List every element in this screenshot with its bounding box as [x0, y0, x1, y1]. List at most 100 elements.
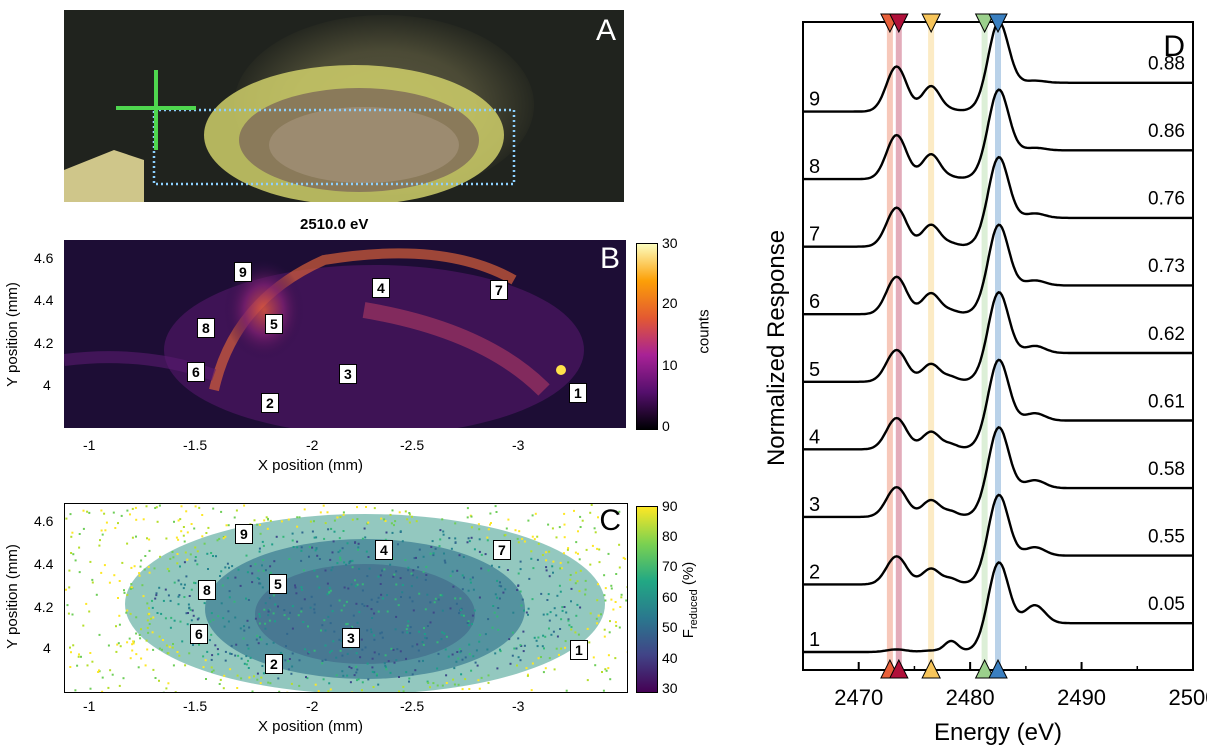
fraction-label: 0.73 [1148, 256, 1185, 277]
panel-c-ytick: 4 [43, 640, 51, 656]
fraction-label: 0.88 [1148, 54, 1185, 75]
series-label: 9 [809, 89, 820, 111]
panel-c-cbar-tick: 80 [662, 528, 678, 544]
panel-b-cbar-tick: 10 [662, 357, 678, 373]
panel-c-cbar-tick: 40 [662, 650, 678, 666]
bottom-marker-triangle [921, 658, 941, 679]
top-marker-triangle [889, 13, 909, 34]
panel-b-xtick: -1.5 [183, 437, 208, 453]
panel-b-title: 2510.0 eV [300, 216, 369, 233]
panel-c-cbar-label: Freduced (%) [680, 561, 701, 639]
marker-3: 3 [342, 628, 360, 648]
panel-c-ylabel: Y position (mm) [3, 544, 21, 649]
series-label: 5 [809, 359, 820, 381]
xanes-spectra-chart: 2470 2480 2490 2500 1 0.05 2 0.55 3 0.58 4 0.61 5 0.… [763, 13, 1207, 746]
spectrum-line-7 [803, 155, 1193, 248]
panel-b-xtick: -2.5 [400, 437, 425, 453]
panel-b-colorbar [636, 243, 658, 430]
marker-4: 4 [375, 540, 393, 560]
marker-2: 2 [261, 393, 279, 413]
series-label: 1 [809, 629, 820, 651]
panel-c-cbar-tick: 50 [662, 619, 678, 635]
xrf-count-map [64, 240, 626, 428]
panel-c-xtick: -3 [512, 698, 525, 714]
spectrum-line-1 [803, 561, 1193, 654]
panel-c-letter: C [599, 504, 621, 537]
marker-9: 9 [235, 524, 253, 544]
panel-c-xtick: -2.5 [400, 698, 425, 714]
top-marker-triangle [988, 13, 1008, 34]
panel-a-letter: A [595, 14, 616, 47]
marker-9: 9 [234, 262, 252, 282]
series-label: 2 [809, 561, 820, 583]
panel-b-xtick: -3 [512, 437, 525, 453]
marker-1: 1 [569, 383, 587, 403]
marker-4: 4 [372, 278, 390, 298]
series-label: 4 [809, 426, 820, 448]
marker-7: 7 [493, 540, 511, 560]
marker-8: 8 [198, 580, 216, 600]
panel-b-cbar-tick: 20 [662, 295, 678, 311]
panel-b-map: B 1 2 3 4 5 6 7 8 9 [64, 240, 626, 428]
panel-b-xlabel: X position (mm) [258, 457, 364, 474]
marker-5: 5 [269, 574, 287, 594]
panel-c-xtick: -1 [83, 698, 96, 714]
panel-c-xlabel: X position (mm) [258, 718, 364, 735]
panel-c-cbar-tick: 60 [662, 589, 678, 605]
panel-b-ytick: 4.2 [34, 335, 54, 351]
panel-b-cbar-tick: 0 [662, 418, 670, 434]
series-label: 8 [809, 156, 820, 178]
reference-band [928, 22, 935, 670]
x-tick-label: 2470 [834, 685, 883, 710]
fraction-label: 0.55 [1148, 526, 1185, 547]
panel-b-ytick: 4.6 [34, 250, 54, 266]
panel-c-xtick: -1.5 [183, 698, 208, 714]
crosshair-icon [116, 70, 196, 150]
reference-band [895, 22, 902, 670]
reference-band [886, 22, 893, 670]
bottom-marker-triangle [974, 658, 995, 679]
fraction-label: 0.58 [1148, 459, 1185, 480]
marker-6: 6 [190, 624, 208, 644]
fraction-label: 0.86 [1148, 121, 1185, 142]
sample-micrograph [64, 10, 624, 202]
spectrum-line-3 [803, 426, 1193, 519]
fraction-label: 0.62 [1148, 324, 1185, 345]
spectrum-line-2 [803, 493, 1193, 586]
series-label: 6 [809, 291, 820, 313]
spectrum-line-6 [803, 223, 1193, 316]
top-marker-triangle [921, 13, 941, 34]
spectrum-line-5 [803, 290, 1193, 383]
fraction-reduced-map [65, 504, 627, 692]
top-marker-triangle [974, 13, 995, 34]
fraction-label: 0.61 [1148, 391, 1185, 412]
spectrum-line-4 [803, 358, 1193, 451]
bottom-marker-triangle [889, 658, 909, 679]
panel-c-cbar-tick: 70 [662, 558, 678, 574]
marker-2: 2 [265, 654, 283, 674]
panel-b-cbar-tick: 30 [662, 235, 678, 251]
marker-5: 5 [265, 314, 283, 334]
x-tick-label: 2480 [946, 685, 995, 710]
panel-b-ytick: 4 [43, 377, 51, 393]
panel-c-ytick: 4.4 [34, 556, 54, 572]
x-tick-label: 2500 [1169, 685, 1207, 710]
panel-d-xlabel: Energy (eV) [934, 719, 1062, 746]
panel-d-letter: D [1163, 30, 1185, 63]
panel-c-map: C 1 2 3 4 5 6 7 8 9 [64, 503, 628, 693]
panel-c-colorbar [636, 506, 658, 693]
marker-1: 1 [570, 640, 588, 660]
series-label: 7 [809, 224, 820, 246]
x-tick-label: 2490 [1057, 685, 1106, 710]
panel-b-xtick: -2 [306, 437, 319, 453]
marker-8: 8 [197, 318, 215, 338]
fraction-label: 0.76 [1148, 189, 1185, 210]
panel-d-ylabel: Normalized Response [763, 230, 790, 466]
panel-c-ytick: 4.6 [34, 513, 54, 529]
panel-b-ytick: 4.4 [34, 292, 54, 308]
panel-c-cbar-tick: 90 [662, 498, 678, 514]
marker-3: 3 [339, 364, 357, 384]
marker-6: 6 [187, 362, 205, 382]
panel-a-photo: A [64, 10, 624, 202]
series-label: 3 [809, 494, 820, 516]
